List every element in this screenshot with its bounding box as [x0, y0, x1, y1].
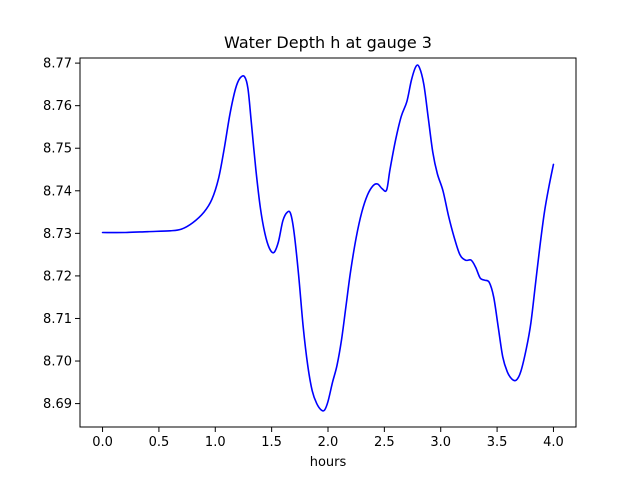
y-tick-label: 8.70 [43, 355, 72, 370]
x-tick-label: 1.5 [261, 435, 282, 450]
x-tick-label: 3.0 [430, 435, 451, 450]
x-tick-label: 1.0 [205, 435, 226, 450]
y-tick-label: 8.72 [43, 269, 72, 284]
y-tick-label: 8.75 [43, 142, 72, 157]
x-axis-label: hours [309, 455, 347, 470]
y-tick-label: 8.76 [43, 99, 72, 114]
x-tick-label: 0.5 [149, 435, 170, 450]
x-tick-label: 0.0 [92, 435, 113, 450]
series-line-0 [101, 64, 555, 412]
y-tick-label: 8.71 [43, 312, 72, 327]
plot-frame [79, 57, 577, 428]
y-tick-label: 8.74 [43, 184, 72, 199]
chart-title: Water Depth h at gauge 3 [224, 33, 432, 52]
x-tick-label: 2.5 [374, 435, 395, 450]
plot-area: 0.0 0.5 1.0 1.5 2.0 2.5 3.0 3.5 4.0 8.69 8.70 8.71 8… [43, 57, 577, 450]
x-tick-label: 2.0 [318, 435, 339, 450]
y-tick-label: 8.69 [43, 397, 72, 412]
x-tick-label: 3.5 [487, 435, 508, 450]
x-tick-label: 4.0 [543, 435, 564, 450]
y-tick-label: 8.73 [43, 227, 72, 242]
y-tick-label: 8.77 [43, 57, 72, 72]
